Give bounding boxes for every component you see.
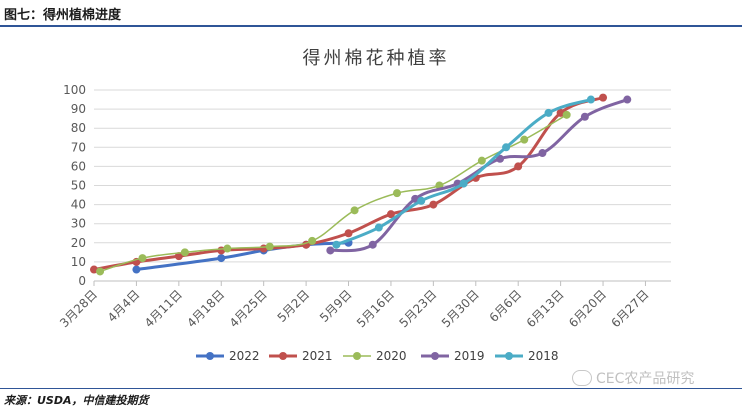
data-point <box>217 254 226 263</box>
data-point <box>393 189 401 198</box>
x-tick-label: 5月30日 <box>439 287 482 330</box>
x-tick-label: 5月23日 <box>396 287 439 330</box>
x-tick-label: 4月18日 <box>184 287 227 330</box>
legend-swatch-marker <box>505 352 513 360</box>
data-point <box>132 265 141 274</box>
data-point <box>386 210 395 219</box>
y-tick-label: 10 <box>71 255 86 269</box>
x-tick-label: 6月20日 <box>566 287 609 330</box>
chart-title: 得州棉花种植率 <box>303 48 450 69</box>
y-tick-label: 60 <box>71 159 86 173</box>
figure-title: 图七：得州植棉进度 <box>4 8 122 23</box>
series-2022 <box>132 238 353 274</box>
data-point <box>411 194 420 203</box>
y-tick-label: 80 <box>71 121 86 135</box>
legend-item-2022: 2022 <box>196 349 260 363</box>
legend-label: 2020 <box>376 349 407 363</box>
legend-swatch-marker <box>279 352 287 360</box>
y-tick-label: 50 <box>71 179 86 193</box>
y-tick-label: 30 <box>71 217 86 231</box>
legend-swatch-marker <box>206 352 214 360</box>
legend-label: 2019 <box>454 349 485 363</box>
data-point <box>520 135 529 144</box>
x-tick-label: 3月28日 <box>57 287 100 330</box>
series-lines <box>90 93 632 276</box>
data-point <box>556 108 565 117</box>
data-point <box>477 156 486 165</box>
x-tick-label: 5月16日 <box>354 287 397 330</box>
x-tick-label: 6月6日 <box>487 287 525 325</box>
data-point <box>514 162 523 171</box>
legend-swatch-marker <box>353 352 361 360</box>
data-point <box>90 265 98 274</box>
x-tick-label: 6月13日 <box>524 287 567 330</box>
watermark: CEC农产品研究 <box>572 368 694 388</box>
source-note: 来源：USDA，中信建投期货 <box>4 394 149 407</box>
data-point <box>599 93 608 102</box>
legend-label: 2018 <box>528 349 559 363</box>
y-tick-label: 40 <box>71 198 86 212</box>
data-point <box>368 240 377 249</box>
x-tick-label: 4月11日 <box>142 287 185 330</box>
legend-item-2020: 2020 <box>343 349 407 363</box>
y-tick-label: 0 <box>78 274 86 288</box>
data-point <box>459 179 468 188</box>
x-tick-label: 6月27日 <box>609 287 652 330</box>
series-2018 <box>332 95 595 249</box>
data-point <box>265 242 274 251</box>
data-point <box>496 154 505 163</box>
top-divider <box>0 25 742 27</box>
y-tick-label: 20 <box>71 236 86 250</box>
data-point <box>308 236 317 245</box>
wechat-icon <box>572 370 592 386</box>
data-point <box>96 267 105 276</box>
x-tick-label: 4月25日 <box>227 287 270 330</box>
data-point <box>623 95 632 104</box>
y-tick-label: 100 <box>63 83 86 97</box>
data-point <box>138 254 147 263</box>
legend-item-2018: 2018 <box>495 349 559 363</box>
y-tick-label: 70 <box>71 140 86 154</box>
data-point <box>350 206 359 215</box>
data-point <box>326 246 335 255</box>
data-point <box>344 229 353 238</box>
x-tick-label: 4月4日 <box>105 287 143 325</box>
data-point <box>562 110 571 119</box>
series-2020 <box>96 110 571 276</box>
data-point <box>502 143 511 152</box>
legend-item-2021: 2021 <box>269 349 333 363</box>
data-point <box>429 200 438 209</box>
data-point <box>374 223 383 232</box>
data-point <box>538 149 547 158</box>
data-point <box>332 240 341 249</box>
watermark-text: CEC农产品研究 <box>596 371 695 387</box>
legend: 2022 2021 2020 2019 2018 <box>196 349 559 363</box>
data-point <box>174 252 183 261</box>
data-point <box>544 108 553 117</box>
x-tick-label: 5月9日 <box>317 287 355 325</box>
legend-label: 2022 <box>229 349 260 363</box>
data-point <box>223 244 232 253</box>
y-tick-label: 90 <box>71 102 86 116</box>
bottom-divider <box>0 388 742 389</box>
legend-item-2019: 2019 <box>421 349 485 363</box>
data-point <box>180 248 189 257</box>
legend-swatch-marker <box>431 352 439 360</box>
x-tick-label: 5月2日 <box>275 287 313 325</box>
legend-label: 2021 <box>302 349 333 363</box>
data-point <box>586 95 595 104</box>
data-point <box>580 112 589 121</box>
data-point <box>417 196 426 205</box>
